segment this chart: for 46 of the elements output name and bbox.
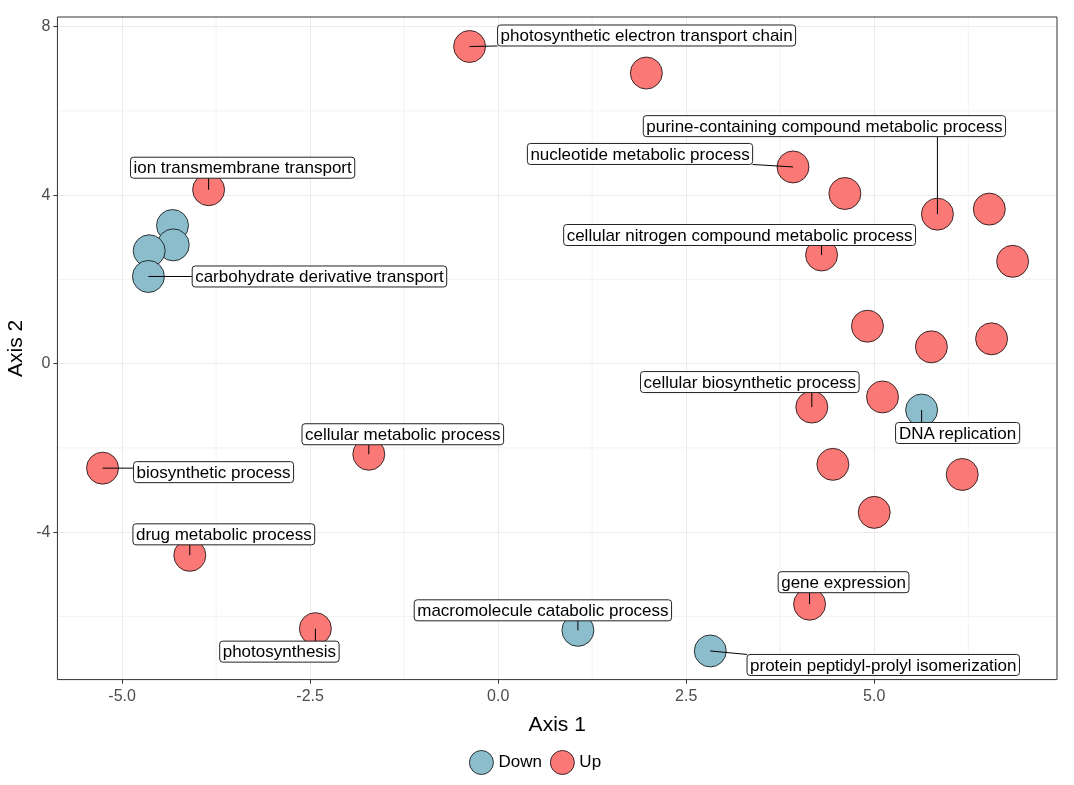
point	[975, 322, 1009, 356]
annotation: cellular nitrogen compound metabolic process	[566, 225, 913, 245]
y-tick-label: 4	[41, 185, 51, 203]
x-tick-label: -2.5	[296, 686, 325, 704]
point	[795, 390, 829, 424]
point	[86, 451, 120, 485]
annotation: photosynthetic electron transport chain	[500, 26, 793, 46]
y-tick-label: -4	[36, 522, 51, 540]
annotation: DNA replication	[899, 423, 1017, 443]
y-tick-label: 0	[41, 354, 51, 372]
point	[996, 244, 1030, 278]
x-tick-label: 5.0	[863, 686, 886, 704]
annotation: gene expression	[781, 572, 906, 592]
y-tick-label: 8	[41, 17, 51, 35]
x-axis-title: Axis 1	[528, 712, 586, 736]
point	[945, 457, 979, 491]
x-tick-label: -5.0	[108, 686, 136, 704]
annotation: biosynthetic process	[136, 462, 291, 482]
point	[850, 309, 884, 343]
point	[972, 192, 1006, 226]
legend-label: Up	[579, 752, 602, 772]
point	[453, 29, 487, 63]
annotation: macromolecule catabolic process	[417, 601, 669, 620]
y-axis-title: Axis 2	[3, 319, 27, 377]
annotation: purine-containing compound metabolic process	[646, 116, 1003, 136]
annotation: cellular metabolic process	[305, 424, 501, 444]
point	[857, 495, 891, 529]
annotation: drug metabolic process	[135, 525, 312, 545]
annotation: cellular biosynthetic process	[643, 372, 857, 392]
x-tick-label: 0.0	[487, 686, 510, 704]
point	[131, 259, 165, 293]
annotation: ion transmembrane transport	[133, 158, 353, 178]
point	[776, 150, 810, 184]
point	[866, 380, 900, 414]
point	[693, 634, 727, 668]
annotation: nucleotide metabolic process	[530, 144, 750, 164]
point	[920, 197, 954, 231]
point	[914, 330, 948, 364]
point	[828, 177, 862, 210]
annotation: photosynthesis	[222, 642, 337, 662]
x-tick-label: 2.5	[675, 686, 698, 704]
annotation: carbohydrate derivative transport	[195, 267, 444, 287]
annotation: protein peptidyl-prolyl isomerization	[750, 655, 1017, 675]
point	[629, 56, 663, 90]
point	[816, 447, 850, 481]
legend-label: Down	[498, 752, 542, 772]
